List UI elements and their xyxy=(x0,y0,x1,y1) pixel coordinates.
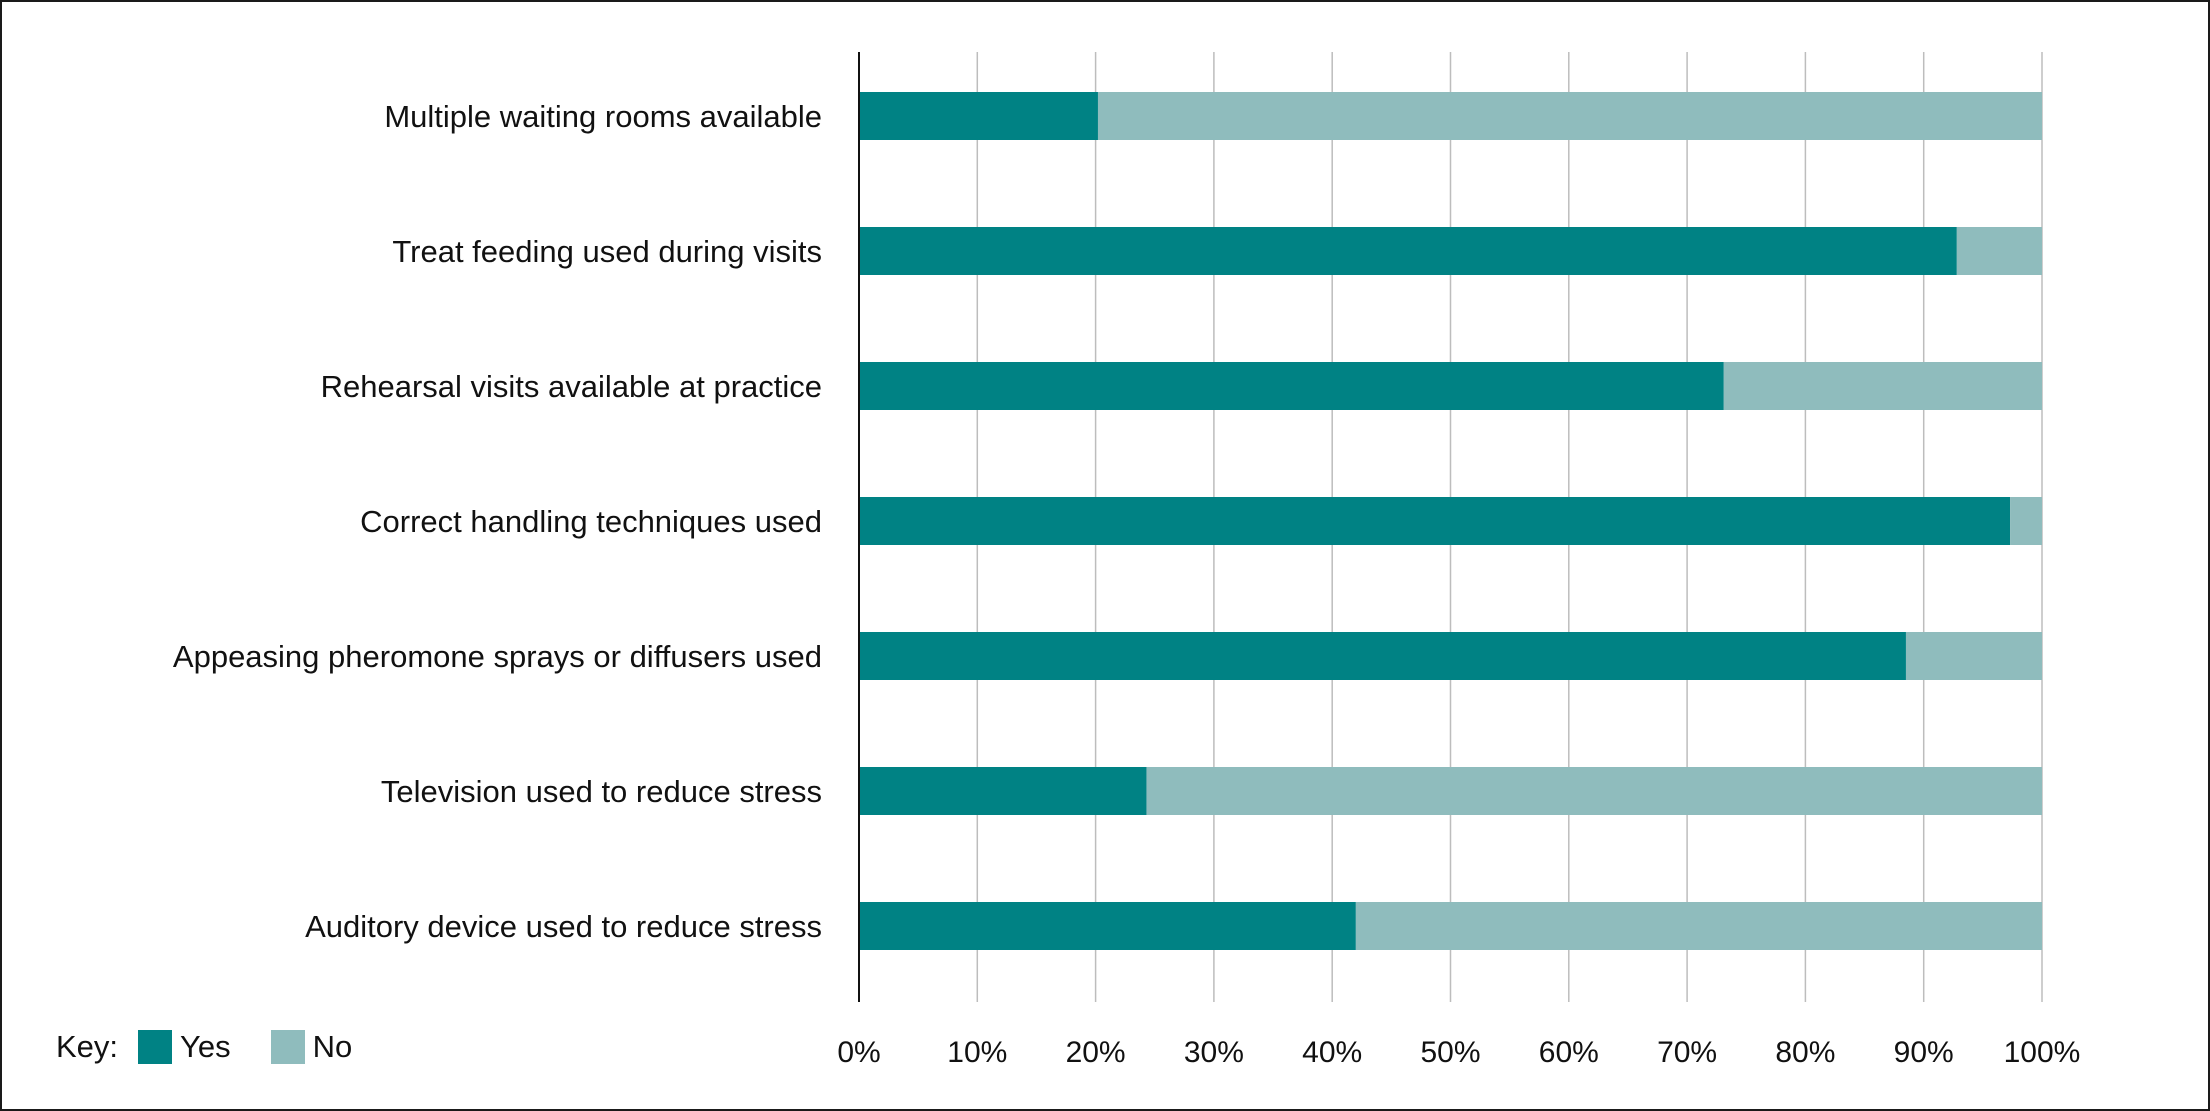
bar-no-3 xyxy=(2010,497,2042,545)
x-tick-label-0: 0% xyxy=(837,1036,880,1069)
bar-yes-2 xyxy=(859,362,1724,410)
bar-yes-3 xyxy=(859,497,2011,545)
bar-yes-4 xyxy=(859,632,1906,680)
legend-entry-yes: Yes xyxy=(138,1029,231,1065)
legend-key-label: Key: xyxy=(56,1029,119,1064)
x-tick-label-2: 20% xyxy=(1066,1036,1126,1069)
x-tick-labels: 0% 10% 20% 30% 40% 50% 60% 70% 80% 90% 100% xyxy=(837,1036,2080,1069)
x-tick-label-9: 90% xyxy=(1894,1036,1954,1069)
x-tick-label-4: 40% xyxy=(1302,1036,1362,1069)
x-tick-label-1: 10% xyxy=(947,1036,1007,1069)
legend: Key: Yes No xyxy=(56,1029,392,1065)
bar-yes-0 xyxy=(859,92,1098,140)
bar-no-1 xyxy=(1956,227,2042,275)
bar-yes-6 xyxy=(859,902,1356,950)
x-tick-label-10: 100% xyxy=(2004,1036,2081,1069)
category-label-0: Multiple waiting rooms available xyxy=(384,99,822,134)
category-label-6: Auditory device used to reduce stress xyxy=(305,909,822,944)
legend-label-no: No xyxy=(312,1029,353,1064)
bars xyxy=(859,92,2042,950)
bar-yes-5 xyxy=(859,767,1147,815)
bar-no-5 xyxy=(1146,767,2042,815)
x-tick-label-6: 60% xyxy=(1539,1036,1599,1069)
category-label-3: Correct handling techniques used xyxy=(360,504,822,539)
category-label-1: Treat feeding used during visits xyxy=(392,234,822,269)
category-label-5: Television used to reduce stress xyxy=(381,774,822,809)
legend-entry-no: No xyxy=(270,1029,353,1065)
legend-label-yes: Yes xyxy=(180,1029,231,1064)
x-tick-label-3: 30% xyxy=(1184,1036,1244,1069)
bar-no-0 xyxy=(1097,92,2042,140)
category-labels: Multiple waiting rooms available Treat fe… xyxy=(173,99,822,944)
category-label-4: Appeasing pheromone sprays or diffusers … xyxy=(173,639,822,674)
x-tick-label-5: 50% xyxy=(1420,1036,1480,1069)
category-label-2: Rehearsal visits available at practice xyxy=(321,369,822,404)
x-tick-label-7: 70% xyxy=(1657,1036,1717,1069)
bar-no-2 xyxy=(1723,362,2042,410)
bar-no-6 xyxy=(1355,902,2042,950)
x-tick-label-8: 80% xyxy=(1775,1036,1835,1069)
bar-yes-1 xyxy=(859,227,1957,275)
legend-swatch-yes xyxy=(138,1030,173,1064)
bar-no-4 xyxy=(1905,632,2042,680)
legend-swatch-no xyxy=(270,1030,305,1064)
